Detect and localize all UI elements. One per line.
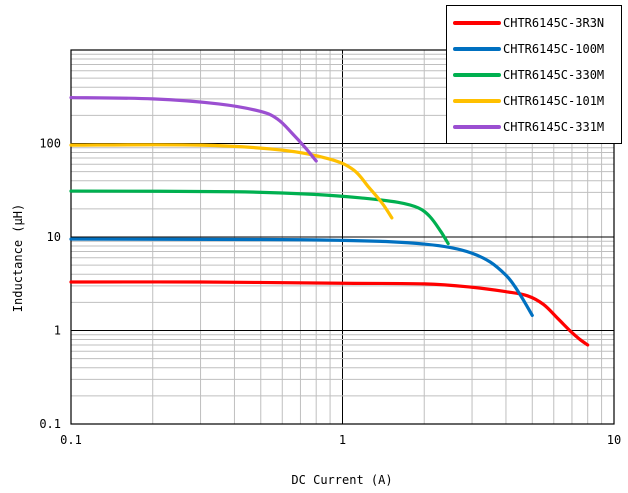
- legend-label: CHTR6145C-331M: [503, 120, 605, 134]
- legend-label: CHTR6145C-330M: [503, 68, 605, 82]
- x-tick-label: 0.1: [60, 433, 82, 447]
- series-line-chtr6145c-100m: [69, 237, 534, 318]
- legend-label: CHTR6145C-3R3N: [503, 16, 605, 30]
- chart-legend: CHTR6145C-3R3N CHTR6145C-100M CHTR6145C-…: [446, 5, 622, 144]
- y-tick-label: 10: [47, 230, 61, 244]
- series-line-chtr6145c-330m: [69, 189, 450, 246]
- legend-swatch: [453, 125, 501, 129]
- series-line-chtr6145c-331m: [69, 95, 318, 163]
- legend-label: CHTR6145C-100M: [503, 42, 605, 56]
- y-tick-label: 1: [54, 324, 61, 338]
- series-line-chtr6145c-3r3n: [69, 280, 590, 347]
- legend-swatch: [453, 47, 501, 51]
- tick-labels: 0.1 1 10 0.1 1 10 100: [39, 137, 621, 448]
- y-tick-label: 0.1: [39, 417, 61, 431]
- x-axis-label: DC Current (A): [291, 473, 392, 487]
- legend-item: CHTR6145C-3R3N: [453, 13, 619, 33]
- plot-border: [70, 49, 615, 425]
- x-tick-label: 10: [607, 433, 621, 447]
- legend-swatch: [453, 99, 501, 103]
- legend-item: CHTR6145C-100M: [453, 39, 619, 59]
- legend-swatch: [453, 73, 501, 77]
- legend-swatch: [453, 21, 501, 25]
- legend-label: CHTR6145C-101M: [503, 94, 605, 108]
- y-axis-label: Inductance (μH): [11, 204, 25, 312]
- series-lines: [69, 95, 590, 347]
- series-line-chtr6145c-101m: [69, 143, 394, 220]
- legend-item: CHTR6145C-331M: [453, 117, 619, 137]
- x-tick-label: 1: [339, 433, 346, 447]
- legend-item: CHTR6145C-101M: [453, 91, 619, 111]
- legend-item: CHTR6145C-330M: [453, 65, 619, 85]
- y-tick-label: 100: [39, 137, 61, 151]
